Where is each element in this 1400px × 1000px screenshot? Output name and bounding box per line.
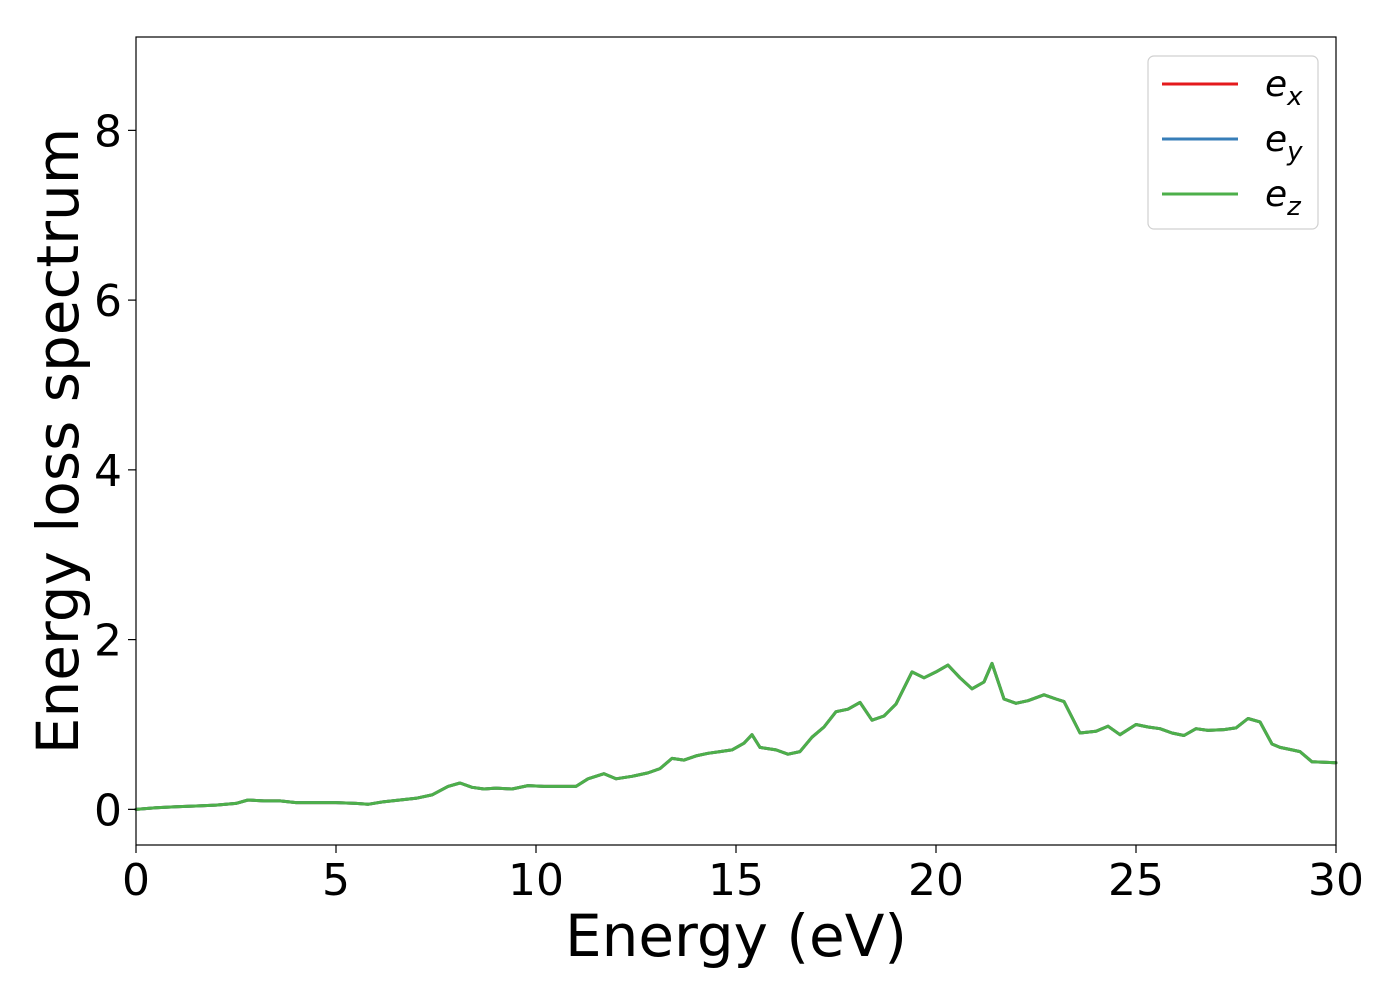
y-tick-label: 6 <box>94 276 122 327</box>
legend-label-x: ex <box>1265 64 1303 112</box>
y-tick-label: 0 <box>94 785 122 836</box>
legend-label-subscript: x <box>1286 82 1303 112</box>
legend-box <box>1147 55 1319 230</box>
y-tick-label: 2 <box>94 616 122 667</box>
series-layer <box>134 661 1338 811</box>
x-tick-label: 25 <box>1108 855 1164 906</box>
legend-label-subscript: y <box>1286 137 1303 167</box>
x-tick-label: 0 <box>122 855 150 906</box>
x-tick-label: 5 <box>322 855 350 906</box>
y-tick-label: 8 <box>94 106 122 157</box>
legend-label-base: e <box>1265 119 1287 160</box>
legend-label-y: ey <box>1265 119 1303 167</box>
y-axis-title: Energy loss spectrum <box>24 128 92 754</box>
x-tick-label: 30 <box>1308 855 1364 906</box>
x-tick-label: 15 <box>708 855 764 906</box>
legend-label-base: e <box>1265 174 1287 215</box>
legend-label-z: ez <box>1265 174 1302 222</box>
x-tick-label: 20 <box>908 855 964 906</box>
tick-layer: 0 5 10 15 20 25 30 0 2 4 6 8 <box>94 106 1364 906</box>
legend-label-subscript: z <box>1286 192 1302 222</box>
x-axis-title: Energy (eV) <box>565 902 907 970</box>
x-tick-label: 10 <box>508 855 564 906</box>
legend-label-base: e <box>1265 64 1287 105</box>
y-tick-label: 4 <box>94 446 122 497</box>
series-line-z <box>134 661 1338 811</box>
